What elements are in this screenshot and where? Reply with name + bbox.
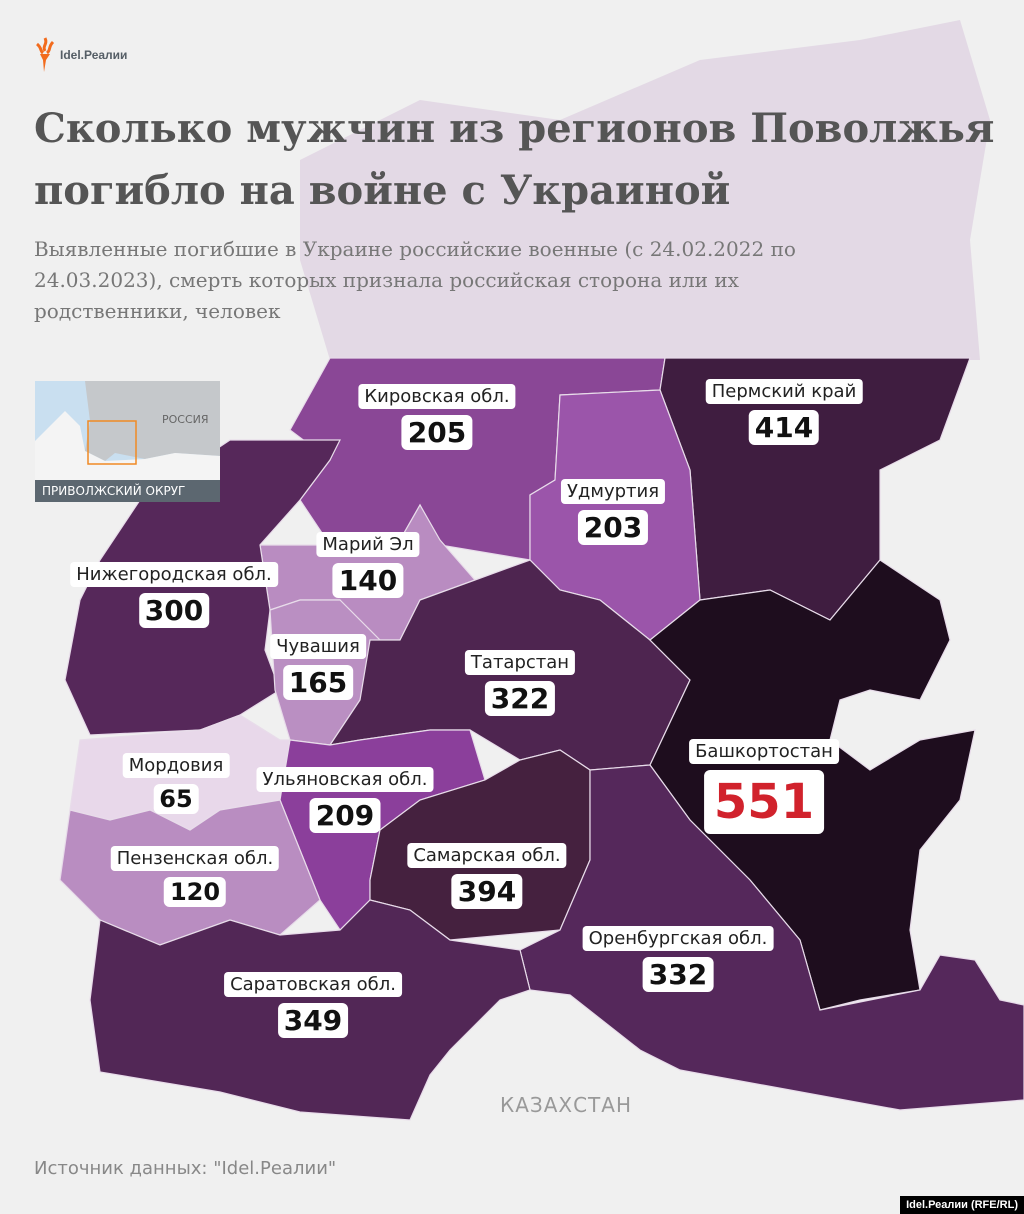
region-label: Самарская обл. 394 bbox=[407, 843, 567, 909]
region-name: Татарстан bbox=[464, 650, 576, 675]
region-shape bbox=[64, 439, 341, 736]
region-label: Башкортостан 551 bbox=[689, 739, 839, 834]
region-label: Чувашия 165 bbox=[270, 634, 366, 700]
region-value: 300 bbox=[138, 593, 210, 628]
russia-background-silhouette bbox=[300, 20, 990, 360]
region-name: Удмуртия bbox=[560, 479, 666, 504]
region-value: 209 bbox=[309, 798, 381, 833]
inset-country-label: РОССИЯ bbox=[162, 413, 209, 426]
inset-landmass bbox=[35, 381, 220, 502]
region-value: 414 bbox=[748, 410, 820, 445]
region-value: 120 bbox=[163, 877, 227, 907]
region-label: Ульяновская обл. 209 bbox=[256, 767, 434, 833]
region-name: Саратовская обл. bbox=[224, 972, 402, 997]
region-value: 65 bbox=[153, 784, 199, 814]
region-name: Чувашия bbox=[270, 634, 366, 659]
region-name: Ульяновская обл. bbox=[256, 767, 434, 792]
region-value: 322 bbox=[484, 681, 556, 716]
region-label: Удмуртия 203 bbox=[560, 479, 666, 545]
neighbor-label-kazakhstan: КАЗАХСТАН bbox=[500, 1093, 632, 1117]
region-label: Мордовия 65 bbox=[122, 753, 230, 814]
credit: Idel.Реалии (RFE/RL) bbox=[900, 1196, 1024, 1214]
region-value: 349 bbox=[277, 1003, 349, 1038]
inset-locator-map: РОССИЯ ПРИВОЛЖСКИЙ ОКРУГ bbox=[35, 381, 220, 502]
region-name: Башкортостан bbox=[689, 739, 839, 764]
region-name: Марий Эл bbox=[316, 532, 420, 557]
subtitle: Выявленные погибшие в Украине российские… bbox=[34, 237, 796, 323]
inset-highlight-box bbox=[87, 420, 137, 465]
region-value: 551 bbox=[703, 770, 825, 834]
region-label: Кировская обл. 205 bbox=[358, 384, 516, 450]
logo-text: Idel.Реалии bbox=[60, 48, 128, 62]
region-name: Мордовия bbox=[122, 753, 230, 778]
region-label: Пензенская обл. 120 bbox=[110, 846, 280, 907]
region-value: 332 bbox=[642, 957, 714, 992]
page-title: Сколько мужчин из регионов Поволжья поги… bbox=[34, 105, 995, 214]
region-value: 140 bbox=[332, 563, 404, 598]
region-value: 205 bbox=[401, 415, 473, 450]
region-name: Самарская обл. bbox=[407, 843, 567, 868]
region-label: Саратовская обл. 349 bbox=[224, 972, 402, 1038]
region-value: 203 bbox=[577, 510, 649, 545]
region-label: Марий Эл 140 bbox=[316, 532, 420, 598]
region-name: Кировская обл. bbox=[358, 384, 516, 409]
region-label: Оренбургская обл. 332 bbox=[582, 926, 774, 992]
inset-caption: ПРИВОЛЖСКИЙ ОКРУГ bbox=[35, 480, 220, 502]
region-value: 394 bbox=[451, 874, 523, 909]
region-name: Нижегородская обл. bbox=[70, 562, 278, 587]
region-name: Пензенская обл. bbox=[110, 846, 280, 871]
region-label: Нижегородская обл. 300 bbox=[70, 562, 278, 628]
region-name: Пермский край bbox=[705, 379, 863, 404]
source-note: Источник данных: "Idel.Реалии" bbox=[34, 1158, 337, 1179]
region-value: 165 bbox=[282, 665, 354, 700]
torch-logo-icon bbox=[35, 37, 55, 72]
region-label: Татарстан 322 bbox=[464, 650, 576, 716]
region-name: Оренбургская обл. bbox=[582, 926, 774, 951]
region-label: Пермский край 414 bbox=[705, 379, 863, 445]
logo: Idel.Реалии bbox=[34, 36, 127, 74]
